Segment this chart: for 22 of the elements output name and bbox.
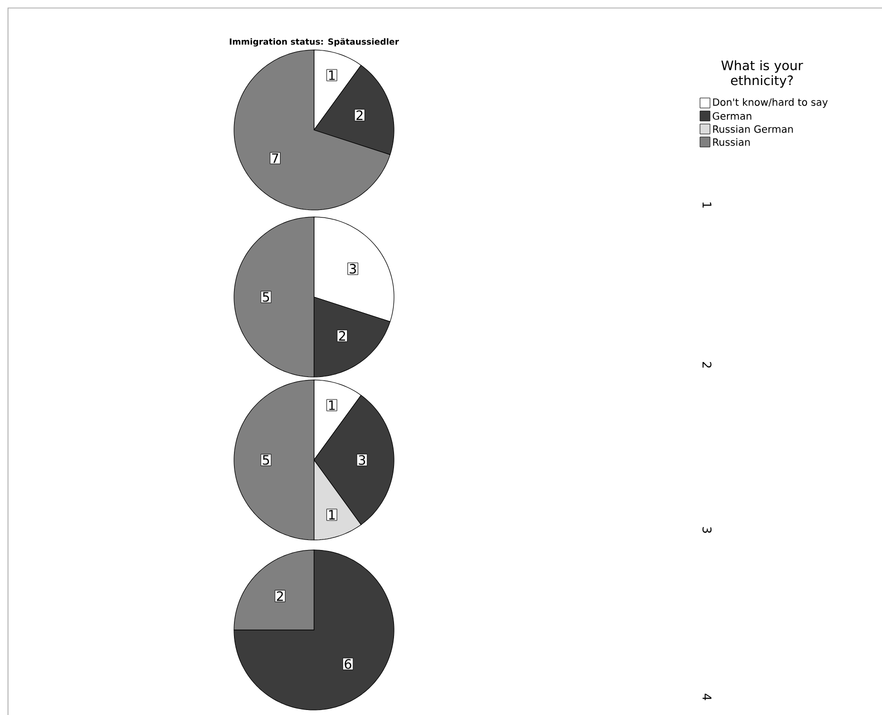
text: 3 — [702, 527, 712, 533]
legend-label: Russian German — [713, 125, 793, 133]
text: 4 — [702, 694, 712, 700]
chart-title: Immigration status: Spätaussiedler — [230, 38, 399, 46]
data-label: 3 — [350, 264, 356, 274]
data-label: 1 — [329, 70, 335, 80]
data-label: 1 — [329, 510, 335, 520]
data-label: 6 — [344, 659, 352, 669]
data-label: 5 — [262, 455, 269, 465]
data-label: 5 — [262, 292, 269, 302]
data-label: 2 — [339, 331, 346, 341]
data-label: 7 — [272, 153, 278, 163]
data-label: 3 — [358, 455, 366, 465]
text: 2 — [702, 362, 712, 368]
legend-title: What is your ethnicity? — [721, 60, 804, 88]
legend-label: Don't know/hard to say — [713, 98, 828, 108]
text: 1 — [702, 202, 712, 208]
legend-label: German — [712, 112, 752, 120]
legend-label: Russian — [713, 138, 750, 146]
data-label: 2 — [276, 591, 283, 601]
data-label: 2 — [356, 110, 362, 120]
data-label: 1 — [329, 400, 335, 410]
